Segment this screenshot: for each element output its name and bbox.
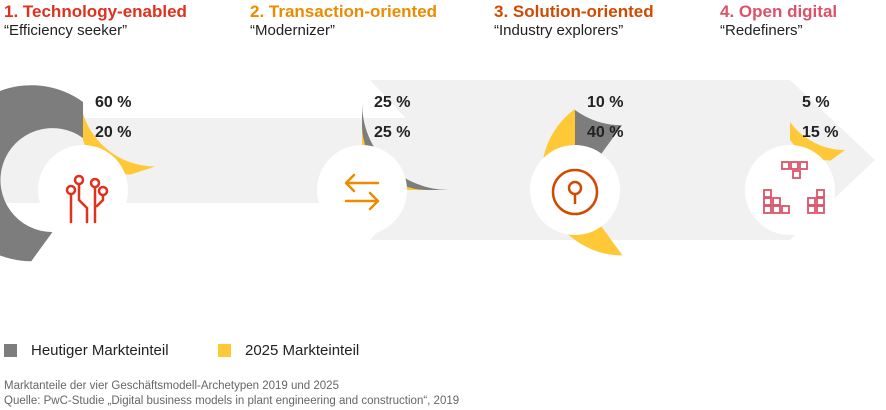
keyhole-icon (551, 168, 599, 216)
arrow-left (344, 173, 380, 193)
archetype-2-subtitle: “Modernizer” (250, 22, 336, 39)
block-1 (781, 161, 790, 170)
keyhole-ring (551, 168, 599, 216)
label-2025-3: 40 % (587, 124, 623, 141)
legend-item-current: Heutiger Markteinteil (4, 342, 169, 359)
legend-label-2025: 2025 Markteinteil (245, 342, 360, 359)
block-15 (816, 205, 825, 214)
icon-circle-3 (530, 145, 620, 235)
block-9 (772, 205, 781, 214)
label-2025-1: 20 % (95, 124, 131, 141)
label-2025-4: 15 % (802, 124, 838, 141)
bar-current-1 (0, 85, 83, 262)
icon-circle-2 (317, 145, 407, 235)
archetype-3-title: 3. Solution-oriented (494, 2, 654, 21)
block-13 (816, 197, 825, 206)
block-8 (763, 205, 772, 214)
circuit-icon (65, 174, 109, 224)
label-current-4: 5 % (802, 94, 830, 111)
block-11 (816, 189, 825, 198)
legend-swatch-current (4, 344, 17, 357)
icon-circle-1 (38, 145, 128, 235)
archetype-3-subtitle: “Industry explorers” (494, 22, 624, 39)
archetype-4-title: 4. Open digital (720, 2, 838, 21)
legend-item-2025: 2025 Markteinteil (218, 342, 359, 359)
blocks-icon (763, 161, 825, 214)
archetype-4-subtitle: “Redefiners” (720, 22, 803, 39)
block-7 (772, 197, 781, 206)
block-3 (799, 161, 808, 170)
block-14 (807, 205, 816, 214)
label-2025-2: 25 % (374, 124, 410, 141)
block-6 (763, 197, 772, 206)
circuit-node-2 (73, 174, 85, 186)
footer-source: Quelle: PwC-Studie „Digital business mod… (4, 395, 460, 407)
archetype-2-title: 2. Transaction-oriented (250, 2, 438, 21)
archetype-1-title: 1. Technology-enabled (4, 2, 187, 21)
circuit-line-4 (95, 194, 105, 208)
legend-swatch-2025 (218, 344, 231, 357)
circuit-node-1 (65, 184, 77, 196)
exchange-arrows-icon (344, 173, 380, 211)
block-5 (763, 189, 772, 198)
footer-caption: Marktanteile der vier Geschäftsmodell-Ar… (4, 380, 339, 392)
block-2 (790, 161, 799, 170)
label-current-1: 60 % (95, 94, 131, 111)
block-12 (807, 197, 816, 206)
block-10 (781, 205, 790, 214)
arrow-right (344, 191, 380, 211)
circuit-node-3 (89, 177, 101, 189)
bar-current-3 (575, 110, 623, 156)
circuit-line-2 (77, 183, 89, 224)
legend-label-current: Heutiger Markteinteil (31, 342, 169, 359)
archetype-1-subtitle: “Efficiency seeker” (4, 22, 128, 39)
label-current-3: 10 % (587, 94, 623, 111)
circuit-node-4 (97, 185, 109, 197)
block-4 (792, 170, 801, 179)
label-current-2: 25 % (374, 94, 410, 111)
